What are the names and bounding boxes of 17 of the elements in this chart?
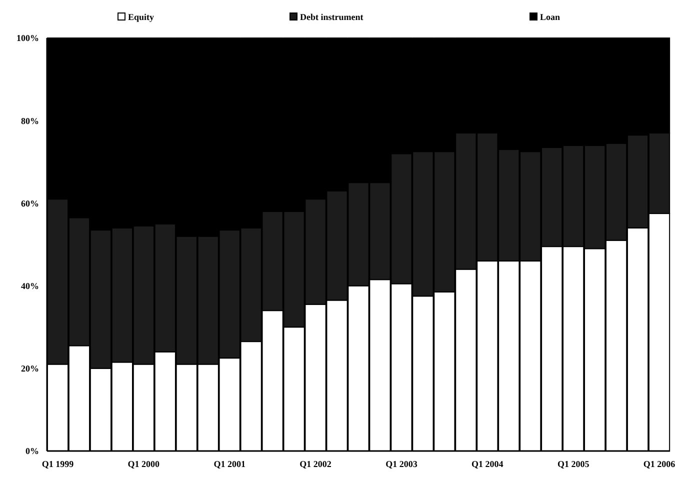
x-tick-label: Q1 2001 bbox=[214, 459, 246, 469]
x-tick-label: Q1 1999 bbox=[42, 459, 74, 469]
y-tick-label: 100% bbox=[16, 33, 39, 44]
legend-label: Equity bbox=[128, 12, 155, 22]
y-tick-label: 20% bbox=[21, 364, 39, 374]
y-tick-label: 80% bbox=[21, 116, 39, 126]
legend-label: Loan bbox=[540, 12, 560, 22]
x-tick-label: Q1 2004 bbox=[472, 459, 504, 469]
y-tick-label: 0% bbox=[26, 446, 39, 456]
x-tick-label: Q1 2005 bbox=[557, 459, 590, 469]
x-tick-label: Q1 2003 bbox=[386, 459, 418, 469]
x-tick-label: Q1 2000 bbox=[128, 459, 160, 469]
y-tick-label: 40% bbox=[21, 280, 39, 291]
x-tick-label: Q1 2006 bbox=[643, 459, 676, 469]
y-tick-label: 60% bbox=[21, 198, 39, 208]
x-tick-label: Q1 2002 bbox=[300, 459, 332, 469]
legend-label: Debt instrument bbox=[300, 12, 364, 22]
